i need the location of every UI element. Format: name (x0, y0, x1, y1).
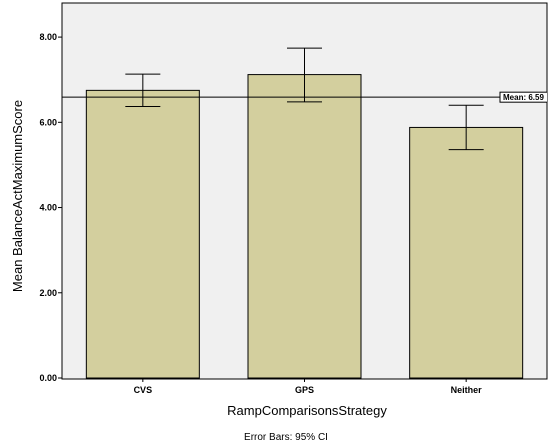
error-bars-footnote: Error Bars: 95% CI (244, 432, 328, 443)
mean-label-box (499, 91, 547, 103)
mean-label-group: Mean: 6.59 (499, 91, 547, 103)
y-tick-label: 4.00 (39, 203, 57, 213)
y-tick-label: 6.00 (39, 117, 57, 127)
bar-neither (409, 126, 524, 379)
y-tick-label: 8.00 (39, 32, 57, 42)
y-tick-label: 0.00 (39, 373, 57, 383)
x-tick-label: Neither (451, 385, 483, 395)
x-tick-label: CVS (134, 385, 153, 395)
x-tick-label: GPS (295, 385, 314, 395)
error-bars (125, 47, 484, 151)
bar-gps (247, 74, 362, 379)
x-axis-title: RampComparisonsStrategy (227, 403, 387, 418)
y-tick-label: 2.00 (39, 288, 57, 298)
y-axis: 0.00 2.00 4.00 6.00 8.00 (39, 32, 62, 383)
y-axis-title: Mean BalanceActMaximumScore (10, 100, 25, 292)
mean-reference-line: Mean: 6.59 (62, 91, 547, 103)
mean-label: Mean: 6.59 (503, 93, 544, 102)
bar-cvs (85, 89, 200, 379)
bars (85, 74, 524, 379)
x-axis: CVS GPS Neither (134, 378, 483, 395)
